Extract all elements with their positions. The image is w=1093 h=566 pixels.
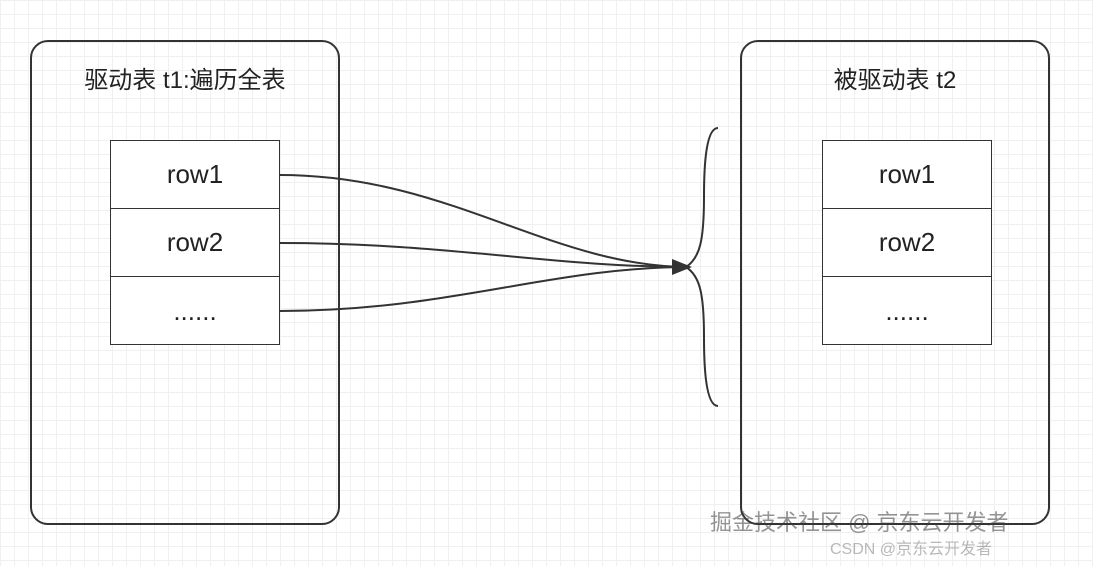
left-rows-table: row1 row2 ...... [110, 140, 280, 345]
right-rows-table: row1 row2 ...... [822, 140, 992, 345]
right-panel-title: 被驱动表 t2 [742, 60, 1048, 95]
arrow-row1 [280, 175, 690, 267]
table-row: row1 [823, 141, 991, 209]
brace-icon [686, 128, 718, 406]
table-row: row2 [823, 209, 991, 277]
arrow-row3 [280, 267, 690, 311]
arrow-row2 [280, 243, 690, 267]
left-panel-title: 驱动表 t1:遍历全表 [32, 60, 338, 95]
table-row: ...... [823, 277, 991, 345]
table-row: row2 [111, 209, 279, 277]
table-row: ...... [111, 277, 279, 345]
table-row: row1 [111, 141, 279, 209]
watermark-sub: CSDN @京东云开发者 [830, 535, 992, 559]
